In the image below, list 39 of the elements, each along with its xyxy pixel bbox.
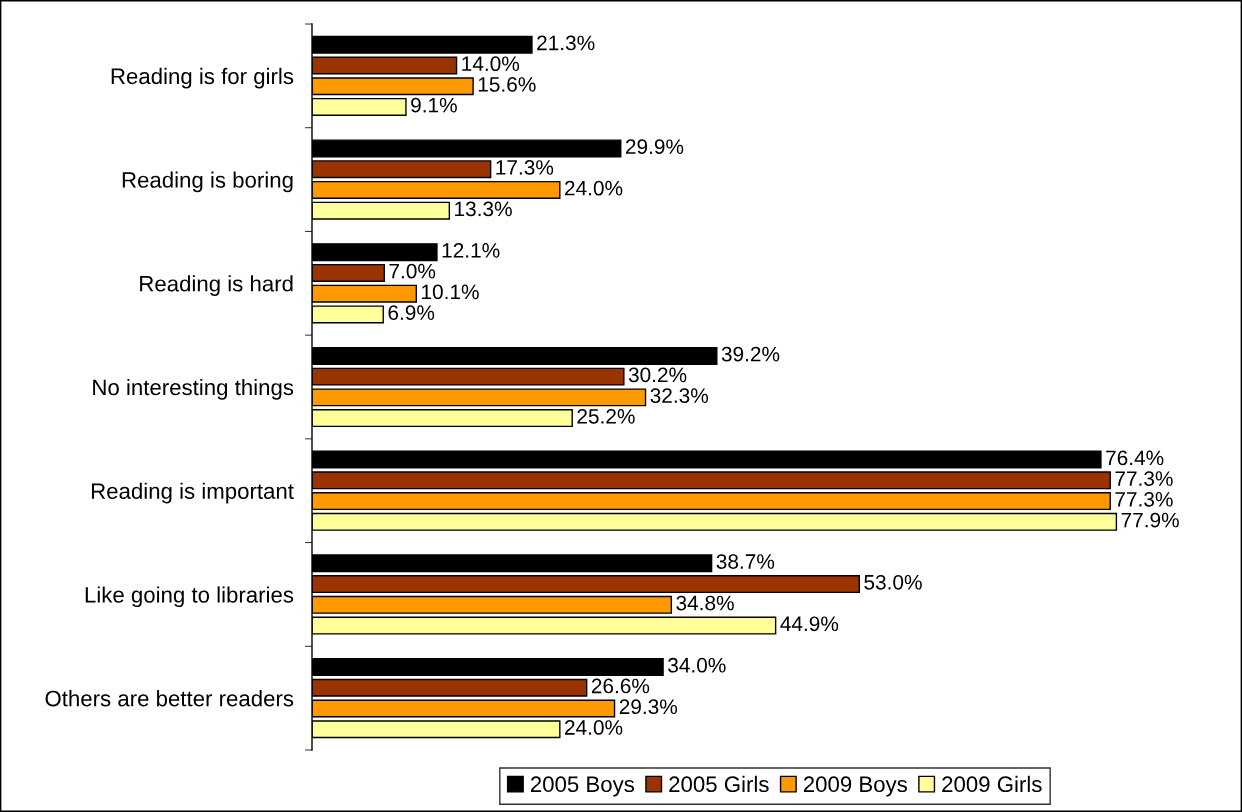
data-label: 26.6% <box>591 678 650 694</box>
legend-label: 2005 Boys <box>530 776 635 797</box>
data-label: 17.3% <box>496 160 554 175</box>
data-label: 25.2% <box>577 408 635 424</box>
data-label: 29.9% <box>625 139 684 155</box>
data-label: 12.1% <box>442 243 500 258</box>
data-label: 77.9% <box>1121 512 1179 528</box>
data-label: 10.1% <box>422 284 479 300</box>
data-label: 14.0% <box>462 56 520 72</box>
legend-label: 2009 Girls <box>942 775 1042 793</box>
data-label: 39.2% <box>721 346 780 362</box>
data-label: 76.4% <box>1106 450 1164 466</box>
data-label: 30.2% <box>628 367 687 383</box>
data-label: 21.3% <box>537 35 595 51</box>
y-tick-label: Reading is hard <box>140 275 293 296</box>
data-label: 34.0% <box>668 657 726 673</box>
data-label: 15.6% <box>478 77 536 92</box>
legend-label: 2009 Boys <box>803 776 907 797</box>
y-tick-label: Reading is boring <box>122 171 293 193</box>
data-label: 13.3% <box>455 201 512 217</box>
data-label: 32.3% <box>650 388 709 403</box>
y-tick-label: No interesting things <box>93 378 294 400</box>
y-tick-label: Reading is for girls <box>111 67 294 89</box>
data-label: 77.3% <box>1115 491 1173 507</box>
data-label: 44.9% <box>780 616 839 632</box>
y-tick-label: Like going to libraries <box>85 586 294 608</box>
data-label: 34.8% <box>676 595 734 611</box>
data-label: 53.0% <box>864 574 922 590</box>
data-label: 6.9% <box>388 305 435 320</box>
legend-label: 2005 Girls <box>669 775 769 793</box>
y-tick-label: Reading is important <box>91 482 294 504</box>
data-label: 9.1% <box>411 97 457 113</box>
data-label: 38.7% <box>716 554 775 569</box>
data-label: 77.3% <box>1115 471 1173 486</box>
data-label: 7.0% <box>389 263 436 279</box>
data-label: 24.0% <box>565 180 623 196</box>
y-tick-label: Others are better readers <box>45 690 294 707</box>
data-label: 29.3% <box>619 699 678 715</box>
data-label: 24.0% <box>565 720 623 735</box>
